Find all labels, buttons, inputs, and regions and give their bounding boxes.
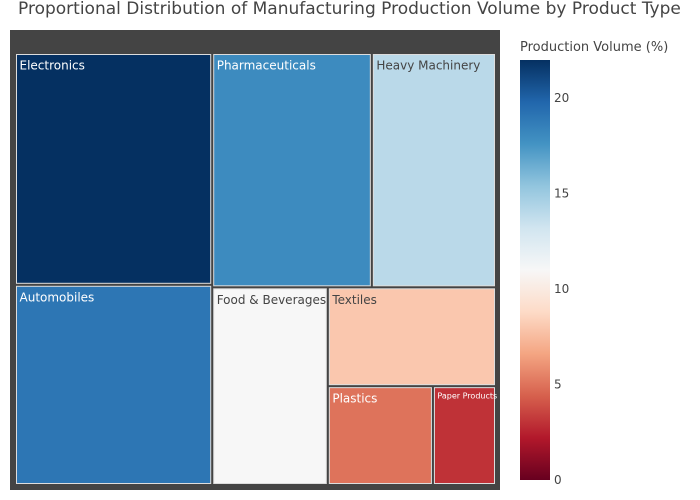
colorbar-tick-label: 10: [554, 282, 569, 296]
tile-label-pharmaceuticals: Pharmaceuticals: [217, 59, 316, 73]
tile-electronics[interactable]: [16, 54, 212, 284]
colorbar-tick-label: 15: [554, 187, 569, 201]
tile-label-textiles: Textiles: [331, 293, 377, 307]
tile-label-automobiles: Automobiles: [20, 290, 95, 304]
tile-label-food-beverages: Food & Beverages: [217, 293, 326, 307]
tile-textiles[interactable]: [328, 288, 495, 386]
colorbar-tick-label: 5: [554, 378, 562, 392]
tile-food-beverages[interactable]: [213, 288, 327, 484]
chart-title: Proportional Distribution of Manufacturi…: [18, 0, 681, 19]
tile-label-heavy-machinery: Heavy Machinery: [376, 59, 480, 73]
treemap-tiles: Electronics Automobiles Pharmaceuticals Hea…: [16, 54, 497, 485]
colorbar-ticks: 0 5 10 15 20: [554, 91, 569, 487]
tile-heavy-machinery[interactable]: [372, 54, 496, 287]
tile-plastics[interactable]: [328, 387, 432, 485]
tile-pharmaceuticals[interactable]: [213, 54, 371, 287]
tile-label-plastics: Plastics: [332, 392, 377, 406]
tile-label-electronics: Electronics: [20, 59, 85, 73]
tile-paper-products[interactable]: [433, 387, 495, 485]
colorbar-title: Production Volume (%): [520, 40, 669, 55]
tile-label-paper-products: Paper Products: [437, 392, 497, 401]
colorbar: [520, 60, 550, 480]
tile-automobiles[interactable]: [16, 285, 212, 484]
colorbar-tick-label: 0: [554, 473, 562, 487]
colorbar-tick-label: 20: [554, 91, 569, 105]
